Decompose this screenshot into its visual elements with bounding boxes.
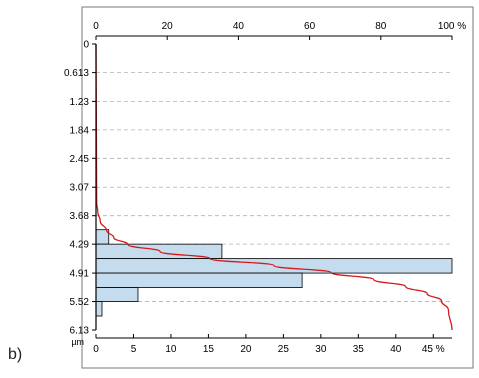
bottom-tick-label: 30 <box>315 344 327 355</box>
y-tick-label: 5.52 <box>70 297 90 308</box>
top-tick-label: 20 <box>162 21 174 32</box>
top-tick-label: 40 <box>233 21 245 32</box>
y-tick-label: 4.91 <box>70 269 90 280</box>
grid-lines <box>96 72 452 302</box>
histogram-bar <box>95 287 139 302</box>
y-tick-label: 6.13 <box>70 326 90 337</box>
y-tick-label: 2.45 <box>70 154 90 165</box>
bottom-tick-label: 45 % <box>422 344 445 355</box>
top-tick-label: 80 <box>375 21 387 32</box>
top-tick-labels: 0 20 40 60 80 100 % <box>93 21 466 40</box>
y-tick-label: 3.68 <box>70 211 90 222</box>
top-tick-label: 60 <box>304 21 316 32</box>
cumulative-curve <box>95 43 453 331</box>
bottom-tick-label: 35 <box>353 344 365 355</box>
bottom-tick-labels: 0 5 10 15 20 25 30 35 40 45 % <box>93 334 445 355</box>
y-tick-labels: 0 0.613 1.23 1.84 2.45 3.07 3.68 4.29 4.91 5.52 6.… <box>64 40 96 337</box>
top-tick-label: 0 <box>93 21 99 32</box>
bottom-tick-label: 25 <box>278 344 290 355</box>
bottom-tick-label: 15 <box>203 344 215 355</box>
y-tick-label: 0.613 <box>64 68 89 79</box>
bottom-tick-label: 40 <box>390 344 402 355</box>
y-tick-label: 3.07 <box>70 183 90 194</box>
histogram-bar <box>95 272 303 288</box>
histogram-bars <box>95 229 453 317</box>
histogram-bar <box>95 301 103 317</box>
y-tick-label: 1.84 <box>70 125 90 136</box>
bottom-tick-label: 10 <box>165 344 177 355</box>
y-tick-label: 4.29 <box>70 240 90 251</box>
y-tick-label: 1.23 <box>70 97 90 108</box>
panel-label: b) <box>8 346 23 363</box>
y-tick-label: 0 <box>83 40 89 51</box>
bottom-tick-label: 0 <box>93 344 99 355</box>
bottom-tick-label: 20 <box>240 344 252 355</box>
bottom-tick-label: 5 <box>131 344 137 355</box>
top-tick-label: 100 % <box>438 21 466 32</box>
y-unit-label: µm <box>71 337 84 347</box>
